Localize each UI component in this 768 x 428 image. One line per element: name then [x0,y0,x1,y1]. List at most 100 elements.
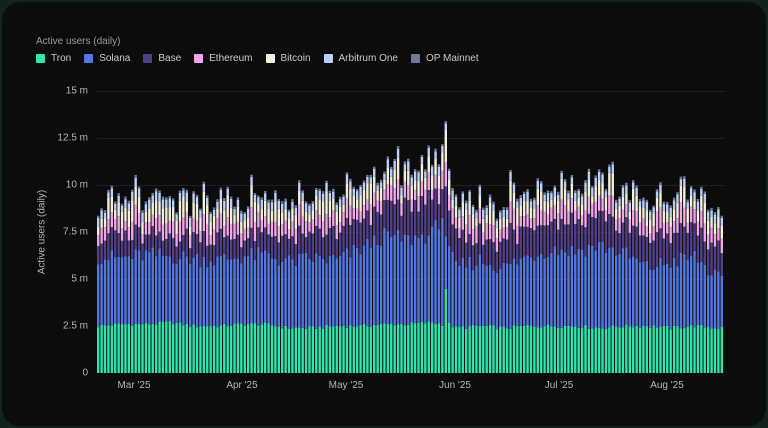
bar-segment-op [413,168,417,172]
bar-segment-op [390,166,393,170]
bar-segment-base [243,240,246,257]
bar-segment-bitcoin [427,156,430,173]
bar-segment-tron [158,321,161,373]
bar-segment-ethereum [199,231,202,243]
bar-segment-tron [492,325,495,373]
bar-segment-ethereum [669,227,672,244]
bar-segment-solana [226,259,229,327]
bar-segment-arbitrum [594,177,597,187]
bar-segment-tron [516,326,519,373]
bar-segment-arbitrum [257,197,260,205]
bar-segment-solana [485,265,488,327]
bar-segment-base [468,234,471,257]
bar-segment-arbitrum [679,179,683,186]
bar-segment-bitcoin [550,199,553,208]
bar-segment-solana [717,271,720,329]
legend-item-bitcoin[interactable]: Bitcoin [265,53,311,64]
bar-segment-op [597,169,601,172]
bar-segment-solana [107,260,110,326]
bar-segment-op [539,181,543,184]
legend-item-base[interactable]: Base [143,53,181,64]
bar-segment-solana [236,258,240,324]
bar-segment-op [594,175,597,178]
bar-segment-base [379,214,383,246]
bar-segment-tron [315,328,318,373]
bar-segment-tron [717,328,720,373]
bar-segment-ethereum [352,207,355,220]
bar-segment-bitcoin [621,196,625,210]
bar-segment-bitcoin [253,201,257,222]
bar-segment-solana [557,255,560,328]
legend-item-op-mainnet[interactable]: OP Mainnet [410,53,479,64]
bar-segment-base [236,234,240,259]
bar-segment-op [557,191,560,195]
bar-segment-base [376,211,379,245]
bar-segment-arbitrum [400,187,403,195]
bar-segment-arbitrum [390,169,393,177]
bar-segment-ethereum [683,207,686,227]
bar-segment-ethereum [318,215,321,229]
bar-segment-bitcoin [328,200,332,218]
bar-segment-ethereum [655,211,659,233]
bar-segment-arbitrum [642,200,645,208]
bar-segment-base [168,233,171,257]
bar-segment-op [124,196,127,200]
bar-segment-bitcoin [642,207,645,219]
bar-segment-ethereum [345,198,349,218]
bar-segment-bitcoin [560,178,563,200]
bar-segment-bitcoin [103,218,107,228]
bar-segment-bitcoin [424,177,427,190]
bar-segment-ethereum [410,199,413,212]
bar-segment-tron [424,323,427,373]
legend-item-ethereum[interactable]: Ethereum [194,53,253,64]
bar-segment-ethereum [417,196,420,212]
bar-segment-arbitrum [223,200,226,211]
bar-segment-base [597,210,601,242]
bar-segment-arbitrum [294,207,298,215]
bar-segment-arbitrum [574,192,577,201]
bar-segment-base [246,238,250,257]
bar-segment-arbitrum [110,188,114,197]
y-tick: 10 m [65,179,88,191]
bar-segment-ethereum [342,212,345,226]
bar-segment-solana [137,250,141,324]
bar-segment-tron [301,327,304,373]
y-tick: 5 m [71,273,88,285]
bar-segment-ethereum [676,218,679,233]
legend-item-arbitrum-one[interactable]: Arbitrum One [323,53,398,64]
bar-segment-solana [393,234,396,326]
bar-segment-solana [679,252,683,329]
bar-segment-tron [199,326,202,373]
bar-segment-tron [533,326,536,373]
bar-segment-op [471,204,475,207]
bar-segment-op [407,158,410,162]
bar-segment-ethereum [557,213,560,230]
bar-segment-bitcoin [574,200,577,211]
bar-segment-tron [233,323,236,373]
bar-segment-arbitrum [597,171,601,180]
bar-segment-tron [277,326,281,373]
bar-segment-solana [492,270,495,326]
bar-segment-op [628,200,631,203]
bar-segment-ethereum [212,229,216,246]
bar-segment-solana [706,275,710,328]
bar-segment-bitcoin [618,205,621,219]
bar-segment-arbitrum [655,191,659,198]
bar-segment-op [420,154,424,157]
bar-segment-base [539,225,543,254]
bar-segment-op [352,186,355,189]
legend-item-solana[interactable]: Solana [84,53,130,64]
bar-segment-op [185,189,189,193]
bar-segment-solana [570,245,574,327]
legend-item-tron[interactable]: Tron [36,53,71,64]
bar-segment-bitcoin [430,175,434,190]
bar-segment-tron [662,325,666,373]
bar-segment-op [485,205,488,209]
bar-segment-op [553,185,557,188]
bar-segment-base [645,236,649,261]
bar-segment-ethereum [366,199,369,211]
bar-segment-op [447,168,451,171]
bar-segment-ethereum [451,208,454,225]
bar-segment-op [512,182,516,185]
